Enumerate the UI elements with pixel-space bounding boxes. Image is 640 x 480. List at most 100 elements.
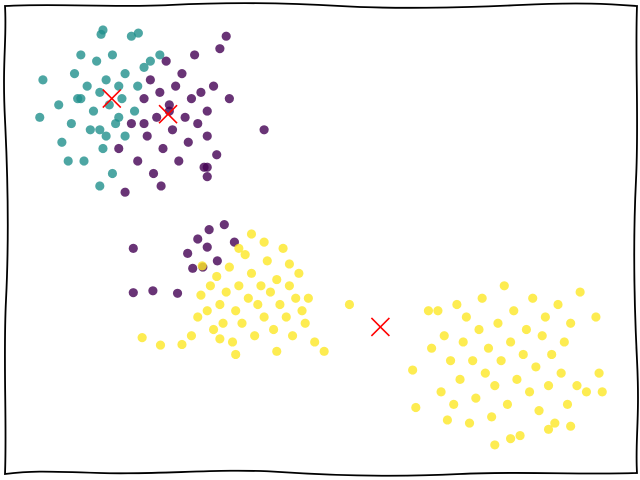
- data-point: [297, 306, 307, 316]
- data-point: [155, 87, 165, 97]
- data-point: [259, 237, 269, 247]
- data-point: [155, 340, 166, 350]
- centroid-marker: [158, 104, 178, 124]
- data-point: [458, 337, 468, 347]
- data-point: [85, 125, 95, 135]
- data-point: [547, 349, 557, 360]
- data-point: [534, 406, 544, 416]
- data-point: [227, 337, 238, 347]
- data-point: [79, 156, 89, 166]
- data-point: [114, 112, 124, 122]
- data-point: [142, 131, 152, 141]
- data-point: [107, 168, 118, 179]
- data-point: [177, 339, 187, 350]
- data-point: [155, 50, 165, 60]
- data-point: [133, 28, 143, 38]
- data-point: [196, 87, 206, 97]
- data-point: [411, 402, 421, 413]
- data-point: [145, 56, 155, 66]
- data-point: [562, 399, 573, 409]
- data-point: [319, 346, 329, 356]
- data-point: [167, 125, 178, 135]
- data-point: [269, 324, 279, 335]
- data-point: [284, 281, 294, 291]
- data-point: [114, 143, 124, 154]
- data-point: [423, 306, 434, 316]
- data-point: [137, 332, 147, 343]
- data-point: [540, 312, 550, 322]
- data-point: [193, 234, 203, 244]
- data-point: [152, 112, 162, 122]
- data-point: [215, 44, 225, 54]
- data-point: [499, 281, 509, 291]
- data-point: [300, 318, 310, 328]
- data-point: [215, 299, 225, 310]
- data-point: [556, 368, 566, 378]
- data-point: [38, 75, 48, 85]
- data-point: [455, 374, 465, 384]
- data-point: [515, 430, 525, 441]
- data-point: [219, 220, 229, 230]
- data-point: [506, 434, 516, 444]
- data-point: [294, 268, 304, 278]
- data-point: [524, 387, 535, 397]
- data-point: [449, 399, 459, 409]
- data-point: [98, 143, 108, 154]
- centroid-marker: [102, 89, 122, 109]
- data-point: [408, 365, 418, 375]
- data-point: [177, 69, 187, 79]
- data-point: [161, 56, 171, 66]
- data-point: [202, 172, 212, 182]
- data-point: [128, 243, 138, 253]
- data-point: [461, 312, 471, 322]
- data-point: [303, 293, 313, 303]
- data-point: [284, 259, 294, 269]
- data-point: [512, 374, 522, 384]
- data-point: [133, 156, 143, 166]
- data-point: [107, 50, 118, 60]
- data-point: [442, 415, 452, 425]
- data-point: [156, 181, 166, 191]
- data-point: [575, 287, 585, 297]
- data-point: [452, 299, 462, 310]
- data-point: [433, 306, 443, 316]
- data-point: [202, 162, 212, 172]
- data-point: [493, 318, 503, 328]
- data-point: [427, 343, 437, 353]
- data-point: [180, 112, 190, 122]
- data-point: [521, 324, 532, 335]
- data-point: [188, 263, 198, 273]
- data-point: [439, 331, 449, 341]
- data-point: [240, 250, 250, 260]
- data-point: [69, 69, 80, 79]
- data-point: [117, 94, 127, 104]
- data-point: [287, 331, 298, 341]
- data-point: [572, 381, 582, 391]
- data-point: [133, 81, 143, 91]
- data-point: [120, 187, 130, 197]
- data-point: [128, 288, 138, 298]
- data-point: [566, 318, 576, 328]
- data-point: [202, 242, 212, 252]
- data-point: [114, 81, 124, 91]
- data-point: [96, 29, 106, 39]
- data-point: [171, 81, 181, 91]
- data-point: [208, 324, 219, 335]
- data-point: [310, 337, 320, 347]
- data-point: [234, 243, 244, 253]
- data-point: [193, 312, 203, 322]
- data-point: [278, 243, 288, 253]
- data-point: [468, 356, 478, 366]
- data-point: [54, 100, 64, 110]
- data-point: [256, 281, 266, 291]
- data-point: [76, 50, 86, 60]
- data-point: [193, 118, 203, 129]
- data-point: [212, 150, 222, 160]
- data-point: [502, 399, 513, 409]
- data-point: [215, 334, 225, 344]
- data-point: [591, 312, 601, 322]
- data-point: [129, 106, 140, 116]
- data-point: [120, 131, 130, 141]
